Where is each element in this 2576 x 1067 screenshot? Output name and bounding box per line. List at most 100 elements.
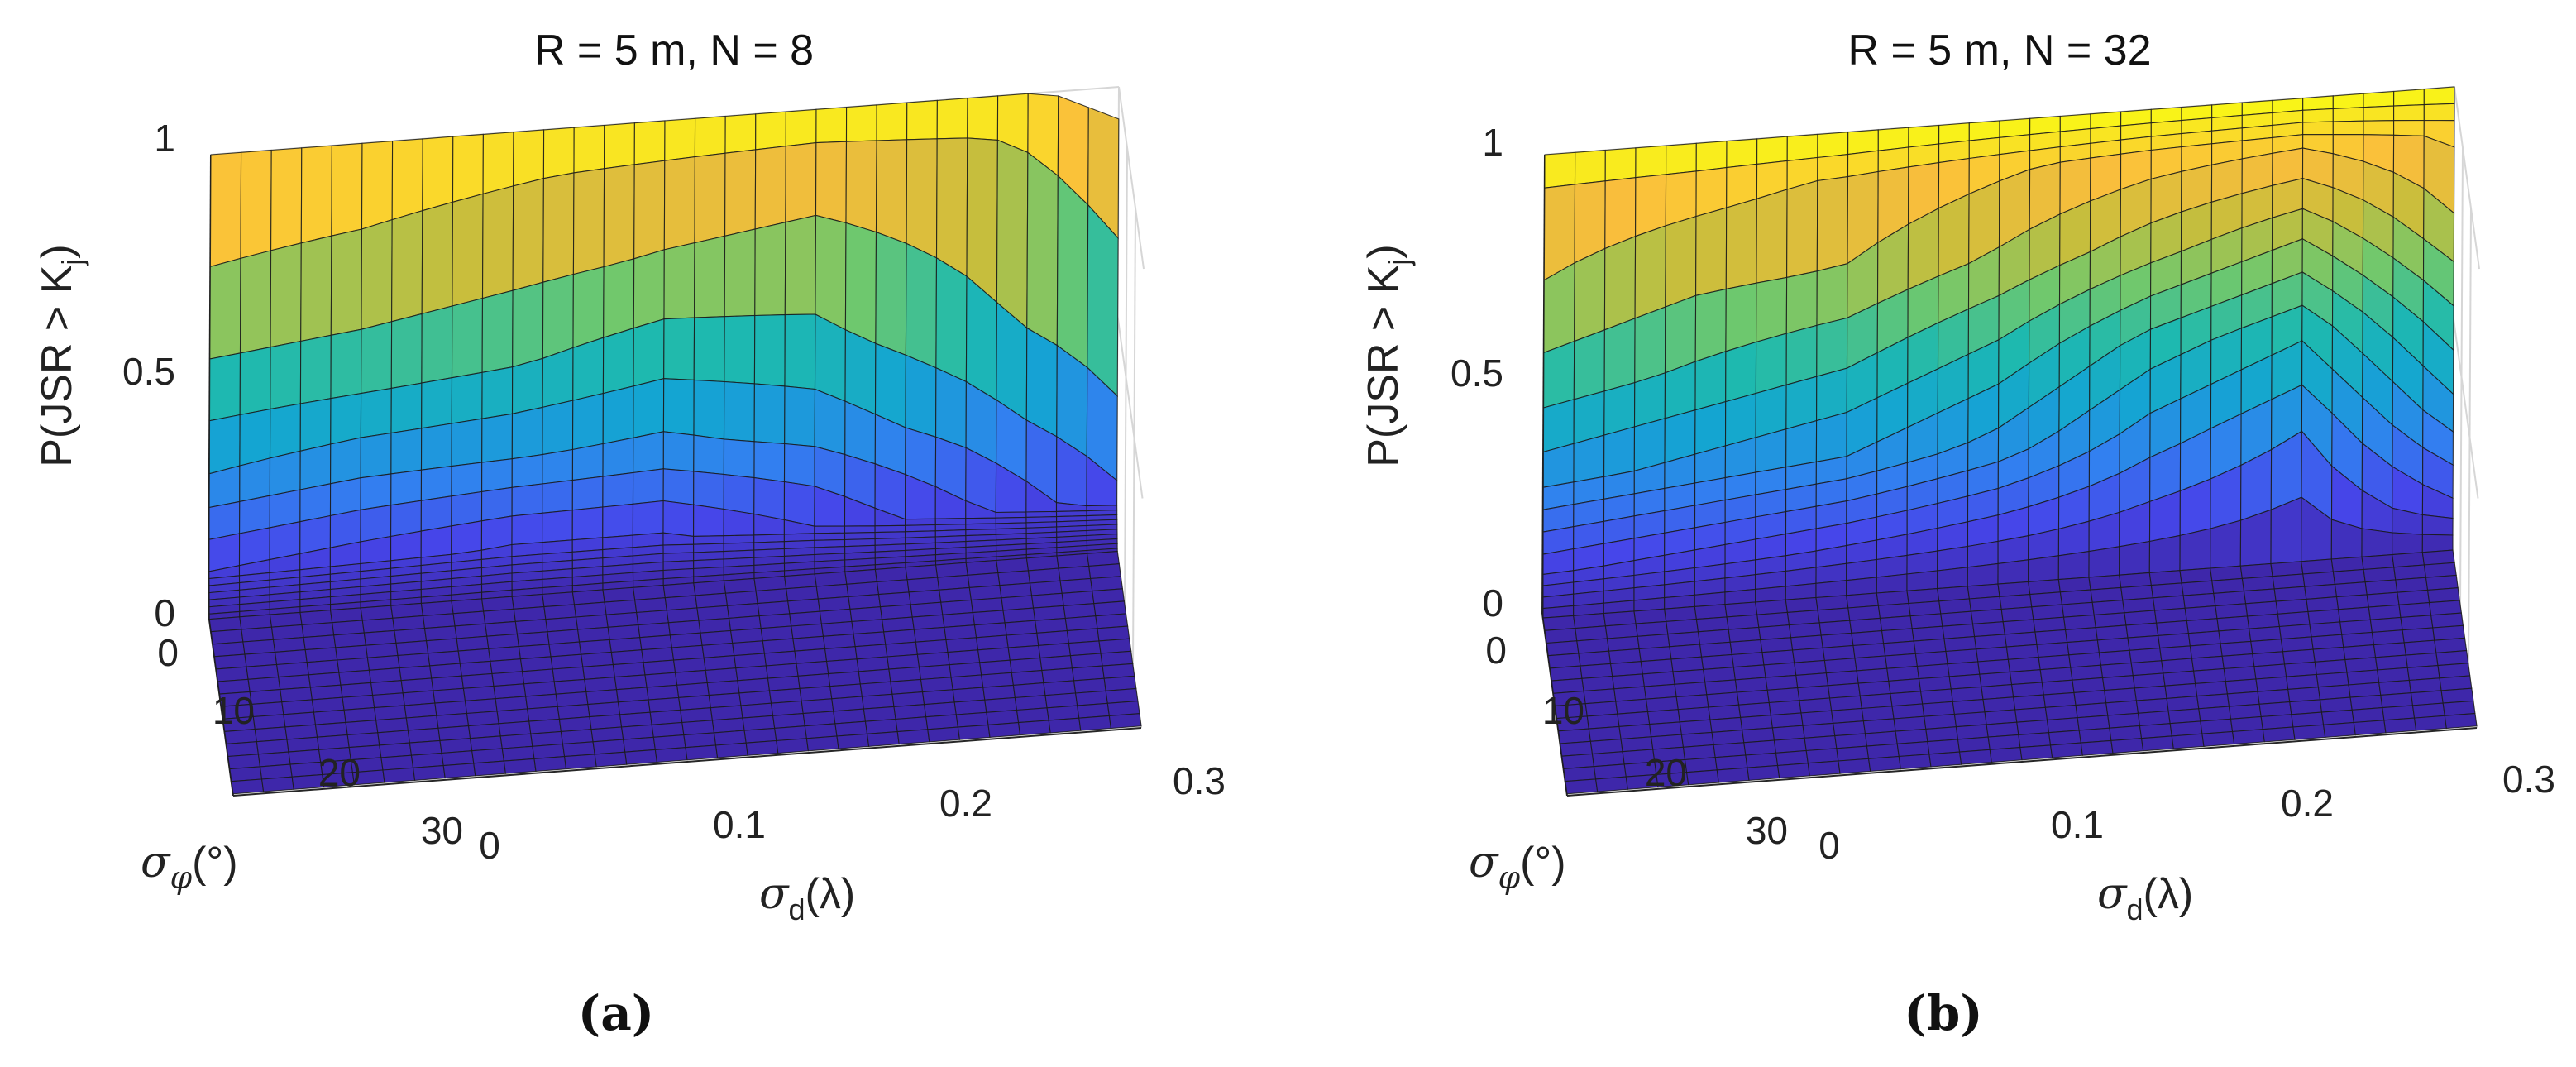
surface-patch bbox=[473, 760, 507, 777]
surface-patch bbox=[361, 321, 393, 395]
surface-mesh bbox=[1542, 86, 2478, 795]
surface-patch bbox=[1816, 367, 1848, 422]
surface-patch bbox=[1776, 763, 1810, 779]
surface-patch bbox=[753, 314, 786, 387]
surface-patch bbox=[1685, 769, 1719, 786]
surface-patch bbox=[2332, 107, 2364, 122]
y-tick-label: 30 bbox=[421, 809, 463, 852]
surface-patch bbox=[662, 431, 695, 472]
surface-patch bbox=[1725, 282, 1757, 352]
surface-patch bbox=[604, 122, 635, 170]
surface-patch bbox=[1908, 124, 1940, 148]
surface-patch bbox=[905, 242, 938, 369]
surface-patch bbox=[451, 297, 484, 379]
surface-patch bbox=[632, 500, 664, 536]
surface-patch bbox=[299, 514, 332, 555]
surface-patch bbox=[2302, 108, 2334, 123]
surface-patch bbox=[754, 222, 786, 317]
surface-patch bbox=[239, 347, 271, 416]
surface-patch bbox=[633, 318, 665, 387]
surface-patch bbox=[1694, 288, 1727, 362]
surface-patch bbox=[693, 535, 724, 545]
surface-patch bbox=[784, 385, 816, 447]
surface-patch bbox=[694, 115, 726, 158]
y-tick-label: 30 bbox=[1746, 809, 1788, 852]
surface-patch bbox=[1665, 215, 1697, 308]
surface-patch bbox=[723, 380, 755, 443]
surface-patch bbox=[723, 534, 755, 544]
surface-patch bbox=[1838, 758, 1871, 774]
surface-patch bbox=[480, 486, 513, 522]
x-axis-label-text: σd(λ) bbox=[2097, 869, 2193, 926]
surface-patch bbox=[1725, 198, 1757, 290]
surface-patch bbox=[2444, 713, 2478, 730]
z-tick-label: 1 bbox=[154, 117, 175, 160]
surface-patch bbox=[1544, 151, 1576, 189]
surface-patch bbox=[1087, 203, 1119, 398]
surface-patch bbox=[1807, 760, 1841, 777]
surface-patch bbox=[269, 450, 301, 496]
surface-patch bbox=[987, 722, 1021, 738]
surface-patch bbox=[571, 443, 604, 481]
plot-title: R = 5 m, N = 32 bbox=[1847, 26, 2151, 74]
surface-patch bbox=[1816, 175, 1849, 272]
x-axis-ticks: 0 0.1 0.2 0.3 bbox=[479, 759, 1226, 867]
surface-patch bbox=[1817, 153, 1849, 182]
surface-patch bbox=[2361, 528, 2393, 557]
surface-patch bbox=[542, 172, 575, 283]
x-tick-label: 0.1 bbox=[2051, 803, 2104, 846]
surface-patch bbox=[2088, 546, 2120, 578]
z-tick-label: 0 bbox=[154, 591, 175, 634]
surface-patch bbox=[1574, 149, 1606, 185]
surface-patch bbox=[1025, 327, 1058, 438]
surface-patch bbox=[967, 95, 999, 141]
surface-patch bbox=[602, 437, 634, 477]
surface-patch bbox=[693, 471, 724, 510]
surface-patch bbox=[1694, 400, 1727, 455]
surface-patch bbox=[269, 403, 301, 459]
surface-patch bbox=[452, 133, 484, 203]
z-tick-label: 0.5 bbox=[1450, 352, 1503, 395]
surface-patch bbox=[693, 504, 724, 537]
surface-patch bbox=[785, 141, 817, 223]
surface-patch bbox=[662, 500, 695, 538]
surface-patch bbox=[421, 305, 453, 384]
surface-patch bbox=[1565, 778, 1599, 795]
surface-plot-b: R = 5 m, N = 32 0 0.5 1 0 10 20 30 0 0.1… bbox=[1360, 26, 2555, 1041]
surface-patch bbox=[875, 139, 908, 245]
surface-patch bbox=[2393, 89, 2425, 107]
surface-patch bbox=[2322, 721, 2356, 738]
grid-line bbox=[1118, 86, 1145, 270]
grid-line bbox=[2452, 316, 2479, 499]
surface-patch bbox=[1786, 179, 1818, 279]
surface-patch bbox=[654, 747, 688, 763]
surface-patch bbox=[1867, 755, 1901, 772]
surface-patch bbox=[512, 177, 544, 291]
surface-patch bbox=[390, 313, 423, 390]
surface-patch bbox=[844, 328, 877, 415]
surface-patch bbox=[927, 726, 961, 743]
surface-patch bbox=[542, 400, 574, 456]
surface-patch bbox=[1816, 317, 1848, 377]
surface-patch bbox=[663, 156, 695, 251]
surface-patch bbox=[1604, 147, 1637, 182]
surface-patch bbox=[1542, 399, 1575, 453]
surface-patch bbox=[814, 388, 846, 456]
surface-patch bbox=[2332, 120, 2364, 136]
caption-b: (b) bbox=[1904, 985, 1982, 1041]
surface-patch bbox=[936, 98, 968, 140]
surface-patch bbox=[1573, 329, 1605, 400]
surface-patch bbox=[1543, 340, 1575, 409]
surface-patch bbox=[633, 377, 665, 438]
surface-patch bbox=[784, 214, 817, 316]
surface-patch bbox=[966, 137, 998, 304]
surface-patch bbox=[329, 477, 361, 517]
x-tick-label: 0 bbox=[1818, 824, 1840, 867]
surface-patch bbox=[724, 228, 756, 318]
surface-patch bbox=[1694, 351, 1727, 411]
surface-patch bbox=[1815, 580, 1847, 599]
surface-patch bbox=[754, 146, 786, 230]
surface-patch bbox=[1026, 151, 1059, 347]
surface-patch bbox=[390, 500, 422, 538]
y-tick-label: 10 bbox=[1542, 689, 1584, 732]
